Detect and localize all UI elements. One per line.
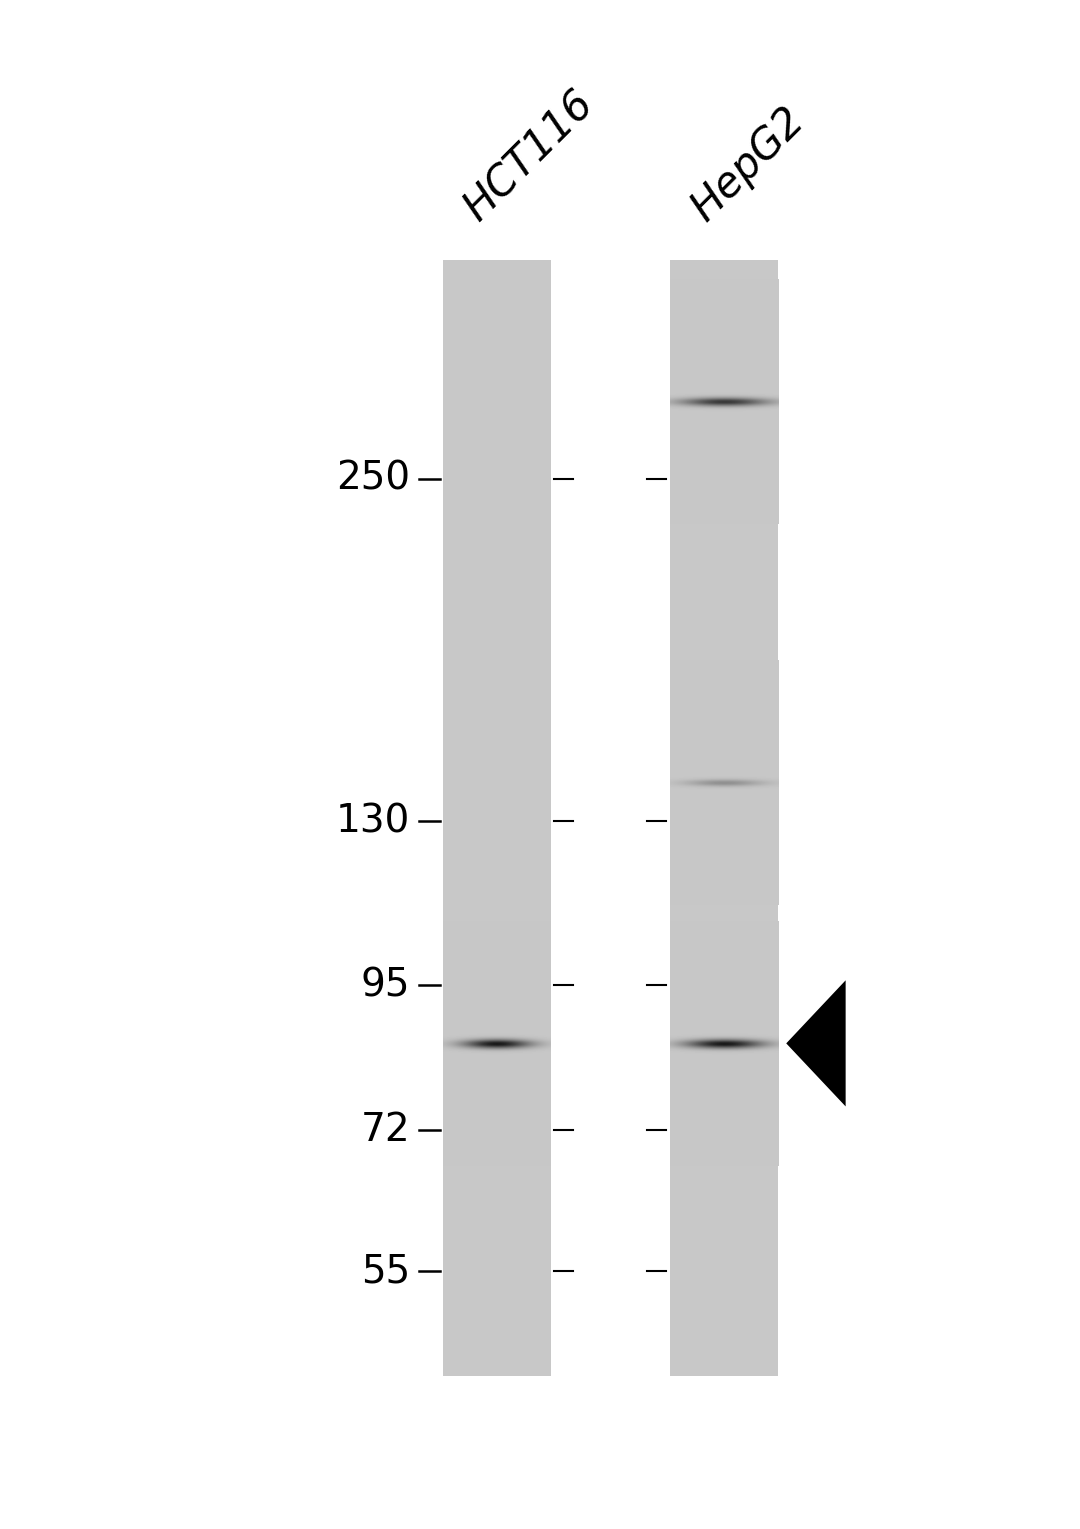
Bar — [670, 260, 778, 1376]
Text: 55: 55 — [361, 1252, 410, 1290]
Text: 95: 95 — [361, 966, 410, 1005]
Text: 72: 72 — [361, 1112, 410, 1150]
Text: HCT116: HCT116 — [457, 83, 603, 229]
Polygon shape — [786, 980, 846, 1107]
Text: 130: 130 — [336, 803, 410, 839]
Text: HepG2: HepG2 — [684, 99, 813, 229]
Text: 250: 250 — [336, 460, 410, 498]
Bar — [443, 260, 551, 1376]
